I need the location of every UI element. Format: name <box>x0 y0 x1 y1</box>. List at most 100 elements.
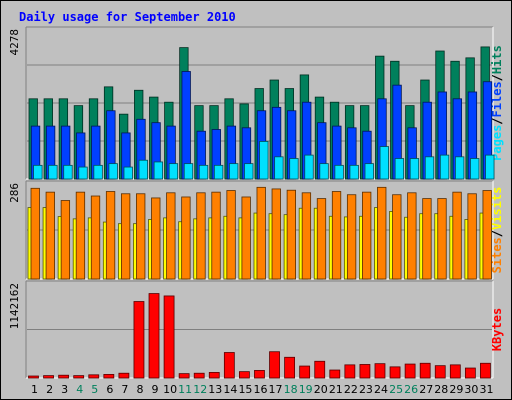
bar-kbytes-day-15 <box>238 371 250 379</box>
bar-kbytes-day-6 <box>103 374 115 379</box>
bar-pages-day-29 <box>455 156 465 180</box>
bar-sites-day-4 <box>75 191 86 280</box>
bar-pages-day-17 <box>274 156 284 180</box>
bar-kbytes-day-14 <box>223 352 235 379</box>
day-label-16: 16 <box>254 383 268 396</box>
bar-sites-day-18 <box>286 189 297 280</box>
bar-kbytes-day-31 <box>480 362 491 379</box>
bar-sites-day-12 <box>196 192 206 280</box>
side-legend-hits-files-pages: Pages/Files/Hits <box>490 45 504 161</box>
bar-pages-day-20 <box>319 163 329 180</box>
bar-kbytes-day-20 <box>314 360 326 379</box>
day-label-26: 26 <box>404 383 418 396</box>
bar-kbytes-day-21 <box>329 369 341 379</box>
bar-sites-day-30 <box>467 193 477 280</box>
bar-pages-day-8 <box>138 159 148 180</box>
bar-sites-day-27 <box>422 198 432 280</box>
bar-sites-day-10 <box>166 192 176 280</box>
bar-kbytes-day-27 <box>419 362 431 379</box>
bar-pages-day-10 <box>168 163 179 180</box>
bar-sites-day-29 <box>452 191 462 280</box>
bar-pages-day-25 <box>394 158 405 180</box>
bar-sites-day-22 <box>346 194 357 280</box>
bar-sites-day-9 <box>151 197 161 280</box>
bar-kbytes-day-19 <box>299 365 311 379</box>
bar-pages-day-7 <box>123 166 133 180</box>
day-label-17: 17 <box>269 383 283 396</box>
bar-sites-day-26 <box>407 192 417 280</box>
day-label-7: 7 <box>121 383 128 396</box>
day-label-20: 20 <box>314 383 328 396</box>
side-legend-item: / <box>490 74 504 81</box>
bar-pages-day-3 <box>63 164 73 180</box>
day-label-8: 8 <box>136 383 143 396</box>
bar-kbytes-day-1 <box>28 375 39 379</box>
bar-kbytes-day-9 <box>148 293 160 379</box>
bar-kbytes-day-3 <box>58 374 70 379</box>
side-legend-kbytes: KBytes <box>490 308 504 351</box>
bar-sites-day-2 <box>45 191 55 280</box>
bar-sites-day-6 <box>105 191 116 280</box>
bar-pages-day-30 <box>470 158 480 180</box>
bar-sites-day-15 <box>241 196 251 280</box>
bar-kbytes-day-26 <box>404 363 416 379</box>
side-legend-item: Sites <box>490 237 504 273</box>
side-legend-item: Hits <box>490 45 504 74</box>
day-label-25: 25 <box>389 383 403 396</box>
day-label-30: 30 <box>464 383 478 396</box>
bar-sites-day-11 <box>181 196 191 280</box>
bar-sites-day-5 <box>90 195 101 280</box>
bar-pages-day-1 <box>33 164 43 180</box>
bar-kbytes-day-30 <box>464 367 476 379</box>
bar-kbytes-day-25 <box>389 366 401 379</box>
bar-sites-day-8 <box>136 193 146 280</box>
bar-pages-day-13 <box>213 164 224 180</box>
bar-pages-day-15 <box>244 163 254 180</box>
side-legend-visits-sites: Sites/Visits <box>490 187 504 274</box>
side-legend-item: Pages <box>490 125 504 161</box>
bar-kbytes-day-17 <box>269 351 280 379</box>
bar-kbytes-day-16 <box>254 370 265 379</box>
bar-pages-day-5 <box>93 164 103 180</box>
day-label-3: 3 <box>61 383 68 396</box>
ymax-label-hits-files-pages: 4278 <box>8 29 21 56</box>
bar-kbytes-day-2 <box>43 375 54 379</box>
bar-kbytes-day-7 <box>118 372 130 379</box>
day-label-2: 2 <box>46 383 53 396</box>
bar-sites-day-7 <box>120 193 131 280</box>
bar-pages-day-14 <box>229 163 239 180</box>
bar-pages-day-27 <box>424 156 435 180</box>
bar-sites-day-31 <box>482 190 492 280</box>
bar-kbytes-day-12 <box>193 372 205 379</box>
bar-pages-day-24 <box>379 146 389 180</box>
day-label-29: 29 <box>449 383 463 396</box>
bar-pages-day-2 <box>48 164 58 180</box>
side-legend-item: / <box>490 117 504 124</box>
bar-kbytes-day-18 <box>284 356 296 379</box>
bar-kbytes-day-13 <box>208 372 220 379</box>
bar-sites-day-25 <box>392 194 402 280</box>
bar-files-day-11 <box>181 71 191 180</box>
bar-sites-day-24 <box>377 186 387 280</box>
day-label-10: 10 <box>163 383 177 396</box>
side-legend-item: / <box>490 230 504 237</box>
bar-kbytes-day-4 <box>73 375 85 379</box>
bar-sites-day-28 <box>437 198 447 280</box>
bar-pages-day-11 <box>183 163 194 180</box>
day-label-18: 18 <box>284 383 298 396</box>
side-legend-item: Visits <box>490 187 504 230</box>
bar-kbytes-day-11 <box>178 373 190 379</box>
bar-sites-day-19 <box>301 192 312 280</box>
day-label-11: 11 <box>178 383 192 396</box>
bar-kbytes-day-10 <box>163 295 175 379</box>
day-label-21: 21 <box>329 383 343 396</box>
bar-kbytes-day-29 <box>449 364 461 379</box>
bar-pages-day-6 <box>108 163 118 180</box>
day-label-19: 19 <box>299 383 313 396</box>
day-label-28: 28 <box>434 383 448 396</box>
bar-pages-day-21 <box>334 164 344 180</box>
bar-kbytes-day-8 <box>133 301 145 379</box>
bar-pages-day-26 <box>409 158 420 180</box>
bar-sites-day-1 <box>30 187 40 280</box>
